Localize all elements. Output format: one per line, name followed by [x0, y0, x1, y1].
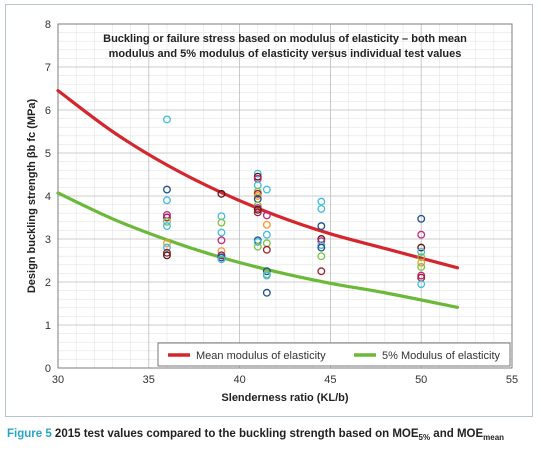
- test-value-point: [253, 169, 262, 178]
- test-value-point: [417, 247, 426, 256]
- test-value-point: [317, 267, 326, 276]
- test-value-point: [317, 252, 326, 261]
- x-tick-label: 55: [506, 374, 518, 386]
- y-tick-label: 4: [45, 191, 51, 203]
- plot-border: [57, 23, 513, 369]
- test-value-point: [262, 271, 271, 280]
- test-value-point: [217, 218, 226, 227]
- test-value-point: [253, 242, 262, 251]
- chart-title-line: modulus and 5% modulus of elasticity ver…: [109, 48, 462, 60]
- y-tick-label: 1: [45, 320, 51, 332]
- caption-text-middle: and MOE: [430, 428, 484, 440]
- test-value-point: [163, 196, 171, 205]
- test-value-point: [417, 230, 426, 239]
- test-value-point: [317, 204, 326, 213]
- test-value-point: [253, 192, 262, 200]
- test-value-point: [262, 211, 271, 220]
- test-value-point: [163, 243, 171, 252]
- y-tick-label: 2: [45, 277, 51, 289]
- test-value-point: [317, 222, 326, 231]
- x-tick-label: 35: [143, 374, 155, 386]
- caption-text-before: 2015 test values compared to the bucklin…: [51, 428, 419, 440]
- test-value-point: [163, 248, 171, 257]
- test-value-point: [163, 217, 171, 226]
- caption-sub-mean: mean: [483, 433, 505, 442]
- test-value-point: [262, 267, 271, 276]
- test-value-point: [417, 214, 426, 223]
- x-tick-label: 45: [324, 374, 336, 386]
- test-value-point: [262, 245, 271, 254]
- y-axis-label: Design buckling strength βb fc (MPa): [26, 98, 38, 293]
- chart-title-line: Buckling or failure stress based on modu…: [103, 33, 467, 45]
- test-value-point: [317, 197, 326, 206]
- x-axis-label: Slenderness ratio (KL/b): [221, 392, 348, 404]
- test-value-point: [163, 115, 171, 124]
- y-tick-label: 7: [45, 62, 51, 74]
- caption-sub-5pct: 5%: [418, 433, 431, 442]
- legend-label-5pct: 5% Modulus of elasticity: [382, 350, 500, 362]
- test-value-point: [417, 263, 426, 271]
- test-value-point: [163, 251, 171, 260]
- test-value-point: [262, 185, 271, 194]
- test-value-point: [253, 238, 262, 246]
- figure-frame: [5, 4, 533, 417]
- test-value-point: [417, 243, 426, 252]
- legend-label-mean: Mean modulus of elasticity: [196, 350, 326, 362]
- test-value-point: [253, 205, 262, 214]
- test-value-point: [163, 239, 171, 248]
- test-value-point: [417, 258, 426, 267]
- test-value-point: [163, 222, 171, 231]
- test-value-point: [262, 220, 271, 229]
- mean-moe-curve: [56, 89, 460, 270]
- test-value-point: [317, 241, 326, 249]
- test-value-point: [163, 185, 171, 194]
- x-tick-label: 30: [52, 374, 64, 386]
- x-tick-label: 40: [233, 374, 245, 386]
- y-tick-label: 0: [45, 363, 51, 375]
- test-value-point: [217, 255, 226, 264]
- y-tick-label: 5: [45, 148, 51, 160]
- test-value-point: [262, 230, 271, 239]
- test-value-point: [417, 253, 426, 262]
- test-value-point: [217, 236, 226, 245]
- test-value-point: [217, 189, 226, 198]
- test-value-point: [262, 288, 271, 297]
- figure-label: Figure 5: [7, 428, 52, 440]
- x-tick-label: 50: [415, 374, 427, 386]
- test-value-point: [163, 213, 171, 222]
- test-value-point: [217, 228, 226, 237]
- five-percent-moe-curve: [56, 191, 460, 309]
- test-value-point: [253, 208, 262, 217]
- y-tick-label: 6: [45, 105, 51, 117]
- y-tick-label: 8: [45, 19, 51, 31]
- y-tick-label: 3: [45, 234, 51, 246]
- legend-box: [157, 342, 511, 367]
- test-value-point: [317, 243, 326, 252]
- test-value-point: [417, 280, 426, 289]
- figure-caption: Figure 5 2015 test values compared to th…: [7, 428, 537, 442]
